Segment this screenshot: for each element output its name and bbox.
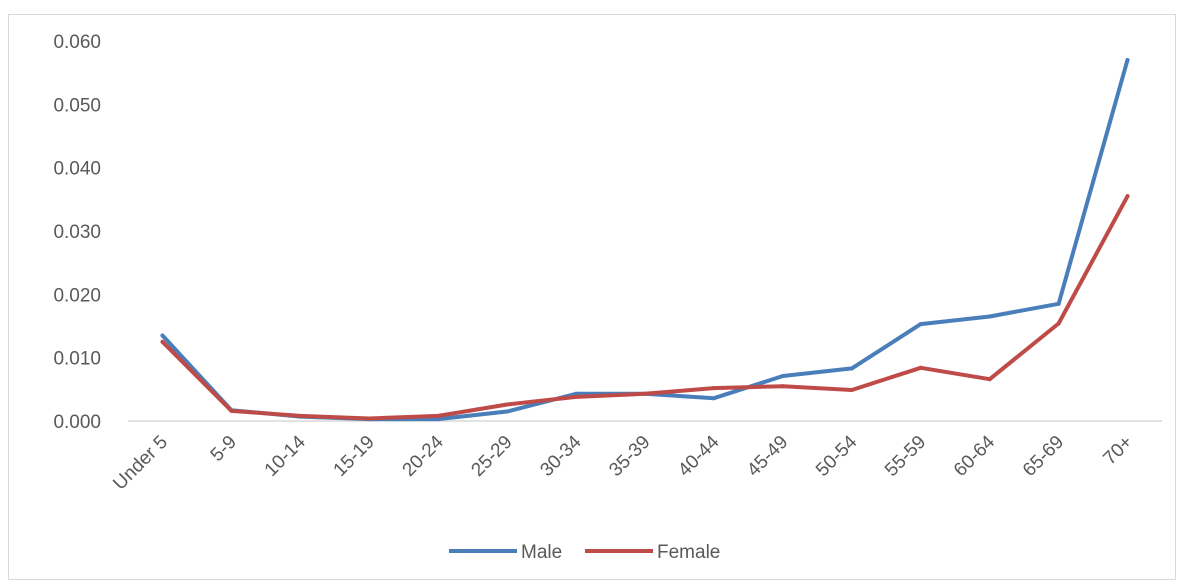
data-point-male (711, 396, 716, 401)
data-point-female (643, 391, 647, 396)
data-point-male (160, 333, 165, 338)
y-tick-label: 0.000 (53, 412, 101, 433)
data-point-female (298, 413, 303, 418)
data-point-female (436, 413, 441, 418)
x-tick-label: 55-59 (881, 432, 930, 481)
data-point-female (1125, 194, 1130, 199)
data-point-male (574, 391, 579, 396)
y-tick-label: 0.010 (53, 349, 101, 370)
data-point-female (918, 365, 923, 370)
legend-label-female: Female (657, 542, 720, 563)
y-tick-label: 0.050 (53, 95, 101, 116)
x-tick-label: 45-49 (743, 432, 792, 481)
data-point-female (849, 387, 854, 392)
data-point-female (1056, 321, 1061, 326)
x-tick-label: 70+ (1099, 432, 1137, 470)
x-tick-label: Under 5 (109, 432, 172, 495)
data-point-male (436, 417, 441, 422)
x-tick-label: 20-24 (399, 431, 449, 481)
legend-label-male: Male (521, 542, 562, 563)
data-point-male (1125, 58, 1130, 62)
y-tick-label: 0.040 (53, 159, 101, 180)
data-point-male (918, 322, 923, 327)
legend: Male Female (449, 542, 720, 563)
data-point-female (160, 339, 165, 344)
x-tick-label: 40-44 (674, 431, 724, 481)
data-point-female (780, 384, 785, 389)
x-tick-label: 50-54 (812, 431, 862, 481)
data-point-male (1056, 301, 1061, 306)
x-tick-label: 10-14 (261, 431, 311, 481)
data-point-male (505, 409, 510, 414)
axes: 0.000 0.010 0.020 0.030 0.040 0.050 0.060 Under… (53, 32, 1162, 494)
data-point-male (780, 374, 785, 379)
chart-frame (8, 14, 1176, 580)
data-point-female (711, 386, 716, 391)
data-point-female (229, 408, 234, 413)
data-point-male (987, 314, 992, 319)
series-line-female (160, 194, 1130, 421)
x-tick-label: 60-64 (950, 431, 1000, 481)
x-tick-label: 25-29 (467, 432, 516, 481)
y-tick-label: 0.020 (53, 285, 101, 306)
x-tick-label: 65-69 (1019, 432, 1068, 481)
data-point-female (574, 394, 579, 399)
series-line-male (160, 58, 1130, 422)
data-point-female (367, 416, 372, 421)
x-tick-label: 35-39 (605, 432, 654, 481)
x-tick-label: 30-34 (536, 431, 586, 481)
x-tick-label: 15-19 (330, 432, 379, 481)
y-tick-label: 0.060 (53, 32, 101, 53)
x-tick-label: 5-9 (207, 432, 241, 466)
data-point-male (849, 366, 854, 371)
data-point-female (987, 377, 992, 382)
series-lines (160, 58, 1130, 422)
y-tick-label: 0.030 (53, 222, 101, 243)
data-point-female (505, 402, 510, 407)
